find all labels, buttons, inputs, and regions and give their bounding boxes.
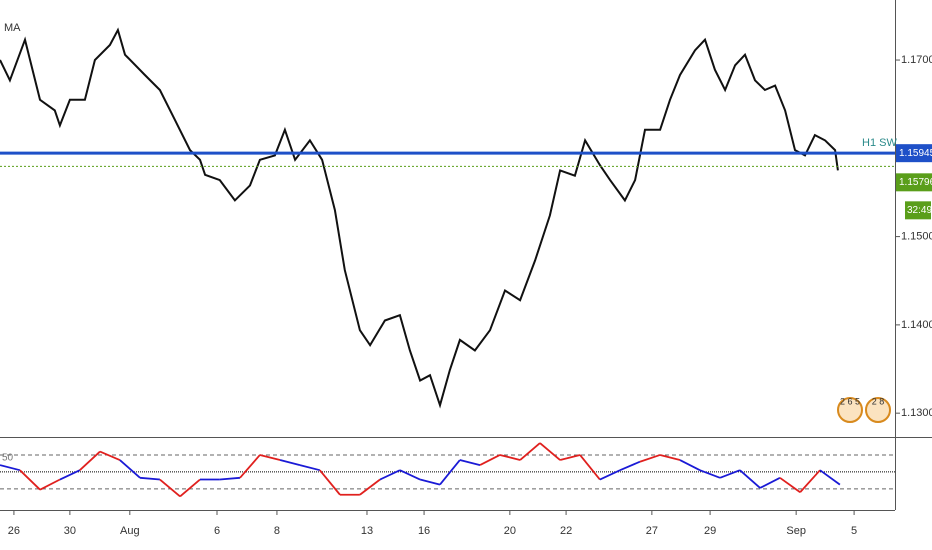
badge-icon xyxy=(837,397,863,423)
oscillator-segment xyxy=(599,469,621,481)
y-tick-label: 1.14000 xyxy=(901,319,932,331)
oscillator-segment xyxy=(19,469,41,491)
oscillator-segment xyxy=(99,450,121,461)
x-tick-label: Aug xyxy=(120,525,140,537)
countdown: 32:49 xyxy=(907,205,932,216)
oscillator-segment xyxy=(779,477,801,493)
badge-icon xyxy=(865,397,891,423)
oscillator-segment xyxy=(639,454,661,463)
h1-sw-label: H1 SW xyxy=(862,137,897,149)
oscillator-segment xyxy=(719,469,741,479)
price-label: 1.15945 xyxy=(899,148,932,159)
oscillator-segment xyxy=(759,477,781,489)
oscillator-segment xyxy=(439,459,461,486)
x-tick-label: 8 xyxy=(274,525,280,537)
price-label-box xyxy=(896,173,932,192)
oscillator-segment xyxy=(619,460,641,472)
x-tick-label: 13 xyxy=(361,525,373,537)
oscillator-segment xyxy=(419,478,441,486)
oscillator-segment xyxy=(179,478,201,498)
oscillator-segment xyxy=(399,469,421,481)
x-tick-label: 30 xyxy=(64,525,76,537)
x-tick-label: 29 xyxy=(704,525,716,537)
oscillator-segment xyxy=(579,454,601,481)
oscillator-segment xyxy=(239,454,261,479)
oscillator-segment xyxy=(739,469,761,489)
oscillator-segment xyxy=(479,454,501,466)
oscillator-segment xyxy=(659,454,681,461)
oscillator-segment xyxy=(279,459,301,466)
y-tick-label: 1.15000 xyxy=(901,231,932,243)
oscillator-segment xyxy=(499,454,521,461)
oscillator-segment xyxy=(539,442,561,461)
oscillator-segment xyxy=(819,469,841,486)
oscillator-segment xyxy=(699,469,721,479)
y-tick-label: 1.13000 xyxy=(901,407,932,419)
ma-label: MA xyxy=(4,22,21,34)
oscillator-segment xyxy=(259,454,281,461)
oscillator-segment xyxy=(159,478,181,498)
oscillator-segment xyxy=(219,476,241,481)
oscillator-segment xyxy=(679,459,701,471)
x-tick-label: 20 xyxy=(504,525,516,537)
oscillator-segment xyxy=(319,469,341,496)
oscillator-segment xyxy=(39,478,61,491)
oscillator-segment xyxy=(559,454,581,461)
oscillator-segment xyxy=(359,478,381,496)
x-tick-label: 26 xyxy=(8,525,20,537)
oscillator-segment xyxy=(799,469,821,493)
badge-label: 2 8 xyxy=(872,396,885,406)
oscillator-segment xyxy=(0,464,21,472)
countdown-box xyxy=(905,201,931,220)
price-line xyxy=(0,27,839,409)
x-tick-label: 5 xyxy=(851,525,857,537)
badge-label: 2 6 5 xyxy=(840,396,860,406)
x-tick-label: 6 xyxy=(214,525,220,537)
oscillator-segment xyxy=(119,459,141,479)
price-label: 1.15796 xyxy=(899,177,932,188)
oscillator-segment xyxy=(519,442,541,461)
oscillator-segment xyxy=(299,464,321,472)
level-label: 50 xyxy=(2,453,14,464)
price-label-box xyxy=(896,144,932,163)
y-tick-label: 1.17000 xyxy=(901,54,932,66)
x-tick-label: Sep xyxy=(786,525,806,537)
x-tick-label: 27 xyxy=(646,525,658,537)
oscillator-segment xyxy=(459,459,481,466)
oscillator-segment xyxy=(79,450,101,471)
oscillator-segment xyxy=(139,476,160,481)
oscillator-segment xyxy=(379,469,401,481)
x-tick-label: 16 xyxy=(418,525,430,537)
x-tick-label: 22 xyxy=(560,525,572,537)
oscillator-segment xyxy=(59,469,81,481)
